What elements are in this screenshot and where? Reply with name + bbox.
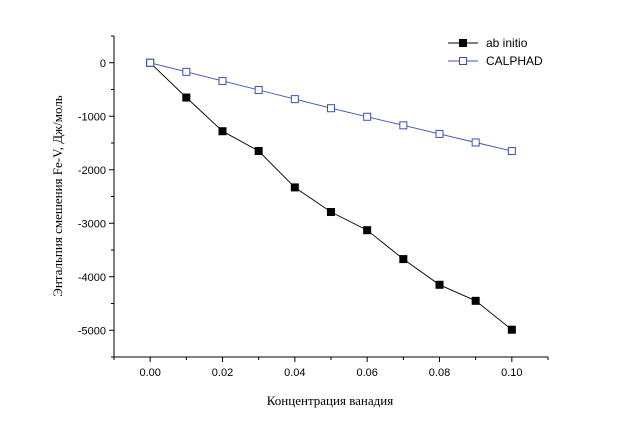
legend: ab initio CALPHAD: [448, 36, 543, 68]
data-point: [471, 296, 480, 305]
series-line: [149, 62, 513, 331]
data-point: [290, 95, 299, 104]
data-point: [435, 280, 444, 289]
x-tick-label: 0.10: [501, 367, 522, 379]
data-point: [507, 325, 516, 334]
y-tick-label: -1000: [78, 111, 106, 123]
data-point: [182, 93, 191, 102]
y-tick-label: -4000: [78, 272, 106, 284]
x-axis-ticks: 0.00 0.02 0.04 0.06 0.08 0.10: [113, 357, 549, 379]
data-point: [399, 121, 408, 130]
legend-marker: [459, 39, 467, 47]
data-point: [363, 226, 372, 235]
y-axis-ticks: 0 -1000 -2000 -3000 -4000 -5000: [78, 35, 114, 358]
axes: [113, 36, 548, 358]
data-point: [146, 58, 155, 67]
data-point: [218, 76, 227, 85]
data-point: [290, 183, 299, 192]
y-tick-label: -5000: [78, 325, 106, 337]
data-point: [182, 67, 191, 76]
series-layer: [146, 58, 516, 334]
data-point: [254, 86, 263, 95]
legend-label: CALPHAD: [486, 54, 543, 68]
data-point: [327, 208, 335, 217]
x-tick-label: 0.02: [212, 367, 233, 379]
data-point: [435, 129, 444, 138]
x-tick-label: 0.00: [139, 367, 160, 379]
data-point: [507, 147, 516, 156]
legend-item: CALPHAD: [448, 54, 543, 68]
data-point: [471, 138, 480, 147]
legend-item: ab initio: [448, 36, 528, 50]
legend-label: ab initio: [486, 36, 528, 50]
data-point: [254, 147, 263, 156]
data-point: [363, 112, 372, 121]
x-tick-label: 0.04: [284, 367, 305, 379]
y-tick-label: 0: [100, 58, 106, 70]
x-tick-label: 0.06: [356, 367, 377, 379]
y-tick-label: -2000: [78, 165, 106, 177]
x-tick-label: 0.08: [429, 367, 450, 379]
legend-marker: [459, 57, 467, 65]
x-axis-label: Концентрация ванадия: [267, 393, 393, 408]
series-calphad: [146, 58, 516, 156]
data-point: [327, 104, 335, 113]
data-point: [399, 255, 408, 264]
series-ab-initio: [146, 58, 516, 334]
data-point: [218, 127, 227, 136]
y-tick-label: -3000: [78, 218, 106, 230]
y-axis-label: Энтальпия смешения Fe-V, Дж/моль: [50, 95, 65, 297]
